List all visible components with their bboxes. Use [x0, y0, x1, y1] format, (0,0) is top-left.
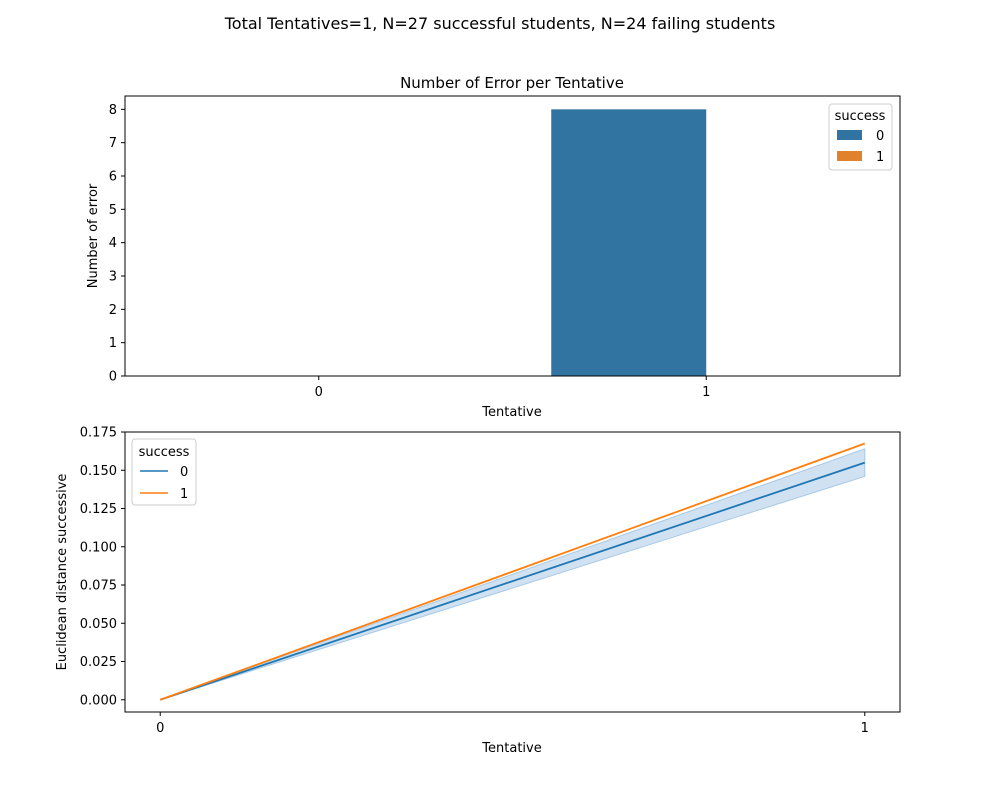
line-x-axis-label: Tentative — [481, 741, 541, 756]
bar-marks — [551, 109, 707, 376]
figure-suptitle: Total Tentatives=1, N=27 successful stud… — [224, 14, 776, 33]
bar-chart-title: Number of Error per Tentative — [400, 74, 624, 92]
bar-chart: Number of Error per Tentative 012345678 … — [86, 74, 901, 420]
line-y-axis-label: Euclidean distance successive — [55, 474, 70, 671]
line-y-tick-label: 0.000 — [80, 693, 117, 708]
bar-x-axis-label: Tentative — [481, 405, 541, 420]
line-y-tick-label: 0.175 — [80, 426, 117, 441]
line-y-tick-label: 0.150 — [80, 464, 117, 479]
bar-y-tick-label: 1 — [109, 336, 117, 351]
bar-plot-frame — [124, 95, 901, 377]
line-y-tick-label: 0.125 — [80, 502, 117, 517]
line-y-ticks: 0.000 0.025 0.050 0.075 0.100 0.125 0.150 0.175 — [80, 426, 125, 708]
bar-y-tick-label: 5 — [109, 203, 117, 218]
line-marks — [159, 442, 866, 701]
bar-y-tick-label: 6 — [109, 170, 117, 185]
line-legend-frame — [131, 438, 197, 506]
bar-series-0-cat-1 — [551, 109, 707, 376]
bar-x-tick-label: 1 — [702, 385, 710, 400]
bar-legend-label-0: 0 — [876, 129, 884, 144]
bar-y-tick-label: 3 — [109, 270, 117, 285]
line-y-tick-label: 0.100 — [80, 540, 117, 555]
line-legend: success 0 1 — [131, 438, 197, 506]
line-legend-label-0: 0 — [180, 465, 188, 480]
bar-y-tick-label: 4 — [109, 236, 117, 251]
bar-legend-swatch-1 — [837, 151, 862, 161]
line-x-tick-label: 1 — [861, 721, 869, 736]
line-series-0 — [159, 461, 866, 701]
bar-x-tick-label: 0 — [315, 385, 323, 400]
bar-y-tick-label: 7 — [109, 136, 117, 151]
bar-y-ticks: 0 1 2 3 4 5 6 7 8 — [109, 103, 125, 385]
bar-y-tick-label: 8 — [109, 103, 117, 118]
bar-y-tick-label: 0 — [109, 370, 117, 385]
bar-legend-label-1: 1 — [876, 150, 884, 165]
bar-legend-swatch-0 — [837, 130, 862, 140]
line-legend-label-1: 1 — [180, 487, 188, 502]
line-legend-title: success — [139, 445, 190, 460]
line-series-0-ci-band — [160, 448, 866, 701]
bar-legend-title: success — [835, 109, 886, 124]
line-y-tick-label: 0.025 — [80, 655, 117, 670]
bar-legend: success 0 1 — [828, 103, 893, 171]
line-y-tick-label: 0.050 — [80, 617, 117, 632]
line-x-tick-label: 0 — [156, 721, 164, 736]
line-series-1 — [159, 442, 866, 701]
line-y-tick-label: 0.075 — [80, 579, 117, 594]
bar-y-tick-label: 2 — [109, 303, 117, 318]
bar-y-axis-label: Number of error — [86, 183, 101, 288]
line-chart: 0.000 0.025 0.050 0.075 0.100 0.125 0.150 0.175… — [55, 426, 901, 756]
line-plot-frame — [124, 431, 901, 713]
